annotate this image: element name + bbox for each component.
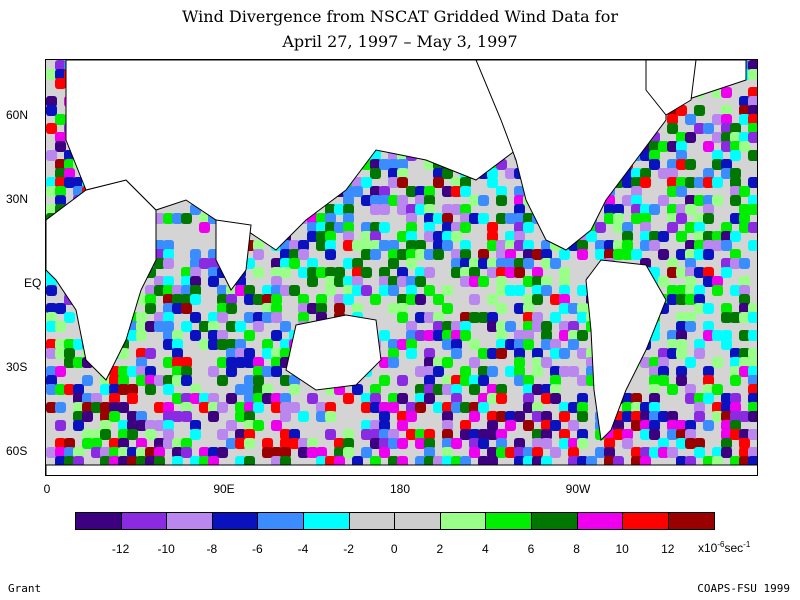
- colorbar-tick-label: 8: [573, 542, 580, 556]
- colorbar-tick-label: 4: [482, 542, 489, 556]
- land-shape: [285, 314, 382, 391]
- colorbar: [75, 512, 716, 530]
- lon-label-90e: 90E: [213, 482, 235, 496]
- divergence-map: [46, 60, 757, 475]
- colorbar-tick-label: 0: [390, 542, 398, 556]
- colorbar-swatch: [76, 513, 122, 529]
- colorbar-swatch: [668, 513, 715, 529]
- units-suffix: sec: [724, 541, 744, 555]
- colorbar-swatch: [531, 513, 578, 529]
- map-panel: [45, 59, 758, 476]
- colorbar-tick-label: 6: [527, 542, 535, 556]
- lat-label-30s: 30S: [6, 360, 28, 374]
- lat-label-60n: 60N: [6, 108, 29, 122]
- colorbar-swatch: [623, 513, 669, 529]
- lat-label-60s: 60S: [6, 444, 28, 458]
- land-shape: [645, 60, 697, 116]
- colorbar-tick-label: 12: [661, 542, 675, 556]
- colorbar-swatch: [440, 513, 487, 529]
- colorbar-swatch: [303, 513, 350, 529]
- colorbar-swatch: [577, 513, 624, 529]
- colorbar-tick-label: -10: [157, 542, 175, 556]
- land-shape: [215, 219, 252, 291]
- colorbar-swatch: [212, 513, 259, 529]
- title-line-1: Wind Divergence from NSCAT Gridded Wind …: [181, 7, 618, 26]
- colorbar-swatch: [349, 513, 396, 529]
- colorbar-tick-label: -2: [343, 542, 354, 556]
- colorbar-tick-label: -12: [111, 542, 130, 556]
- land-shape: [585, 259, 667, 442]
- colorbar-tick-label: -4: [297, 542, 309, 556]
- land-shape: [46, 464, 757, 475]
- land-masses: [46, 60, 757, 475]
- colorbar-swatch: [167, 513, 213, 529]
- title-line-2: April 27, 1997 – May 3, 1997: [282, 32, 518, 51]
- colorbar-tick-label: 10: [615, 542, 629, 556]
- units-exponent: -6: [717, 540, 725, 549]
- colorbar-swatch: [258, 513, 304, 529]
- colorbar-tick-label: -6: [252, 542, 263, 556]
- colorbar-swatch: [121, 513, 168, 529]
- colorbar-swatch: [486, 513, 532, 529]
- units-base: x10: [698, 541, 718, 555]
- units-suffix-exponent: -1: [743, 540, 751, 549]
- colorbar-units: x10-6sec-1: [698, 540, 750, 555]
- colorbar-tick-label: 2: [436, 542, 444, 556]
- colorbar-tick-label: -8: [206, 542, 218, 556]
- lon-label-180: 180: [389, 482, 411, 496]
- organization-credit: COAPS-FSU 1999: [697, 582, 790, 595]
- colorbar-swatch: [395, 513, 441, 529]
- lat-label-eq: EQ: [24, 276, 42, 290]
- author-credit: Grant: [8, 582, 42, 595]
- lat-label-30n: 30N: [6, 192, 29, 206]
- lon-label-90w: 90W: [565, 482, 591, 496]
- lon-label-0: 0: [43, 482, 51, 496]
